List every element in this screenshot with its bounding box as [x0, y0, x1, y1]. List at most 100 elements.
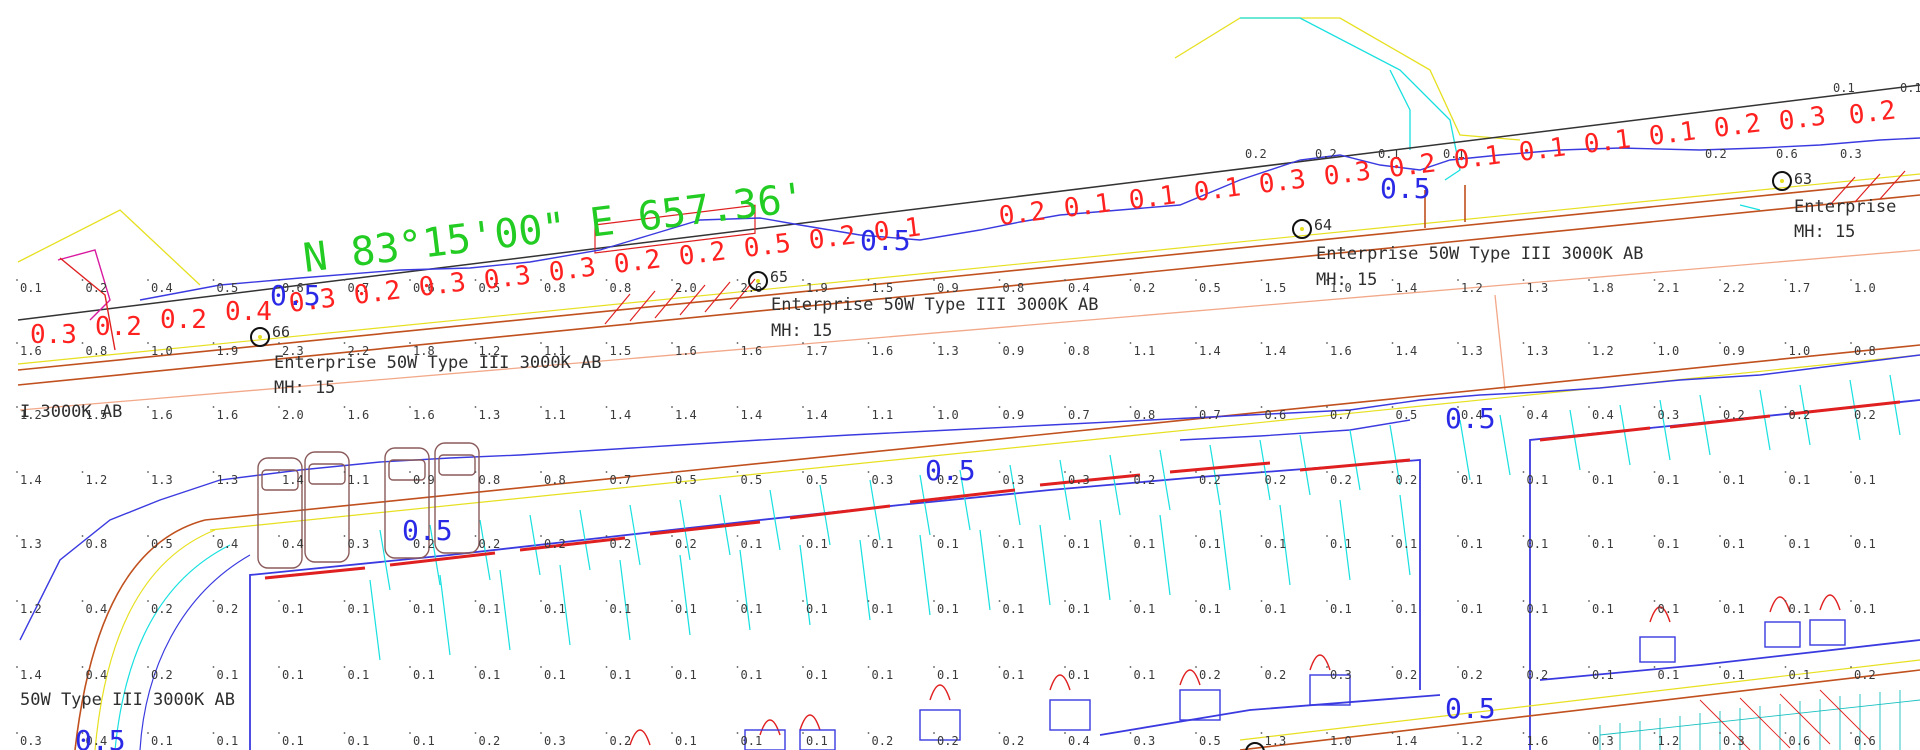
grid-point-mark: [671, 600, 673, 602]
grid-point-value: 0.5: [1396, 408, 1418, 422]
grid-point-value: 0.5: [741, 473, 763, 487]
grid-point-value: 0.1: [937, 668, 959, 682]
grid-point-mark: [409, 342, 411, 344]
grid-point-value: 0.1: [1527, 537, 1549, 551]
isoline-label: 0.2: [612, 244, 662, 280]
grid-point-value: 0.2: [544, 537, 566, 551]
accessible-stall-boxes: [744, 619, 1846, 750]
isoline-label: 0.2: [997, 196, 1047, 232]
grid-point-value: 0.2: [151, 602, 173, 616]
grid-point-mark: [278, 732, 280, 734]
grid-point-value: 1.4: [675, 408, 697, 422]
grid-point-value: 0.1: [872, 537, 894, 551]
parked-vehicles: [257, 442, 480, 569]
grid-point-mark: [474, 666, 477, 668]
grid-point-mark: [1457, 666, 1459, 668]
grid-point-mark: [16, 342, 18, 344]
grid-point-mark: [1195, 600, 1197, 602]
grid-point-mark: [998, 600, 1001, 602]
grid-point-value: 0.1: [1003, 668, 1025, 682]
grid-point-mark: [802, 279, 804, 281]
isoline-label: 0.4: [225, 297, 272, 327]
grid-point-mark: [998, 279, 1001, 281]
grid-point-value: 0.5: [1199, 281, 1221, 295]
grid-point-mark: [1719, 732, 1721, 734]
isoline-label: 0.5: [860, 224, 911, 257]
isoline-label: 0.5: [75, 724, 126, 750]
isoline-label: 0.2: [1387, 148, 1437, 184]
grid-point-value: 0.1: [872, 668, 894, 682]
fixture-63[interactable]: 63 Enterprise MH: 15: [1772, 170, 1896, 242]
fixture-64[interactable]: 64 Enterprise 50W Type III 3000K AB MH: …: [1292, 216, 1644, 290]
grid-point-mark: [1129, 600, 1132, 602]
grid-point-value: 0.8: [610, 281, 632, 295]
grid-point-mark: [409, 600, 411, 602]
grid-point-value: 1.6: [413, 408, 435, 422]
grid-point-value: 1.5: [86, 408, 108, 422]
grid-point-value: 0.1: [610, 668, 632, 682]
grid-point-value: 0.1: [282, 602, 304, 616]
grid-point-mark: [867, 471, 870, 473]
isoline-label: 0.1: [1517, 132, 1567, 168]
isoline-label: 0.5: [1380, 172, 1431, 205]
fixture-65[interactable]: 65 Enterprise 50W Type III 3000K AB MH: …: [748, 268, 1099, 341]
grid-point-mark: [409, 732, 411, 734]
grid-point-value: 0.2: [1705, 147, 1727, 161]
grid-point-mark: [605, 666, 608, 668]
grid-point-mark: [474, 406, 477, 408]
grid-point-value: 0.1: [1527, 473, 1549, 487]
grid-point-mark: [1784, 471, 1787, 473]
grid-point-value: 1.1: [348, 473, 370, 487]
grid-point-mark: [1064, 406, 1066, 408]
grid-point-mark: [278, 471, 280, 473]
grid-point-mark: [1064, 666, 1066, 668]
grid-point-value: 0.1: [1723, 602, 1745, 616]
grid-point-mark: [16, 732, 18, 734]
grid-point-mark: [1784, 406, 1787, 408]
isoline-label: 0.1: [872, 212, 922, 248]
grid-point-mark: [933, 279, 935, 281]
fixture-66[interactable]: 66 Enterprise 50W Type III 3000K AB MH: …: [250, 323, 602, 398]
grid-point-mark: [540, 279, 542, 281]
grid-point-value: 0.1: [479, 668, 501, 682]
grid-point-mark: [1326, 406, 1328, 408]
grid-point-value: 0.4: [86, 668, 108, 682]
grid-point-mark: [343, 471, 346, 473]
grid-point-mark: [1457, 406, 1459, 408]
grid-point-mark: [1457, 342, 1459, 344]
grid-point-value: 0.1: [806, 602, 828, 616]
grid-point-value: 0.1: [741, 668, 763, 682]
grid-point-value: 1.4: [282, 473, 304, 487]
grid-point-mark: [81, 535, 84, 537]
grid-point-value: 0.2: [1854, 408, 1876, 422]
grid-point-mark: [1326, 535, 1328, 537]
grid-point-value: 1.2: [86, 473, 108, 487]
grid-point-value: 0.1: [151, 734, 173, 748]
isoline-blue-paths: [19, 137, 1920, 641]
grid-point-value: 0.3: [1330, 668, 1352, 682]
grid-point-mark: [1588, 471, 1590, 473]
grid-point-value: 0.1: [610, 602, 632, 616]
grid-point-mark: [409, 535, 411, 537]
grid-point-mark: [671, 732, 673, 734]
grid-point-mark: [1260, 342, 1263, 344]
grid-point-value: 0.1: [217, 734, 239, 748]
grid-point-value: 0.7: [1330, 408, 1352, 422]
grid-point-value: 1.3: [479, 408, 501, 422]
grid-point-value: 0.1: [1068, 537, 1090, 551]
grid-point-mark: [1064, 471, 1066, 473]
isoline-label: 0.1: [1452, 140, 1502, 176]
grid-point-mark: [1653, 279, 1656, 281]
grid-point-value: 0.3: [1840, 147, 1862, 161]
grid-point-value: 1.3: [1527, 281, 1549, 295]
grid-point-mark: [540, 406, 542, 408]
grid-point-value: 0.7: [1199, 408, 1221, 422]
grid-point-value: 0.2: [937, 473, 959, 487]
grid-point-value: 0.2: [479, 734, 501, 748]
grid-point-value: 1.2: [1592, 344, 1614, 358]
grid-point-mark: [1653, 600, 1656, 602]
grid-point-mark: [1522, 600, 1525, 602]
grid-point-value: 2.2: [1723, 281, 1745, 295]
grid-point-mark: [933, 342, 935, 344]
grid-point-value: 0.1: [413, 602, 435, 616]
